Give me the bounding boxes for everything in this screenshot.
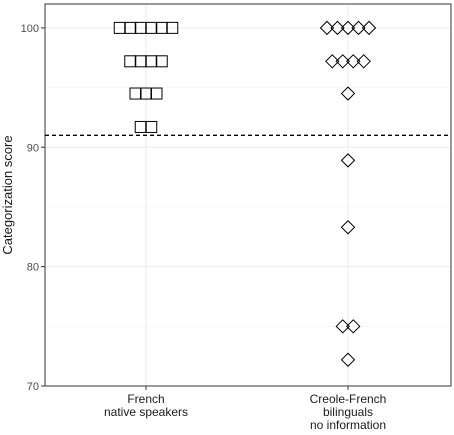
grid-lines: [45, 4, 451, 387]
square-point: [145, 55, 158, 68]
y-axis: 70 80 90 100: [21, 23, 45, 393]
diamond-point: [340, 220, 356, 235]
plot-panel-border: [44, 3, 452, 387]
y-tick-label: 90: [27, 142, 39, 154]
square-point: [145, 120, 158, 133]
diamond-point: [346, 54, 361, 69]
diamond-point: [340, 86, 356, 101]
diamond-point: [340, 153, 356, 168]
x-category-label-line: bilinguals: [323, 405, 373, 419]
diamond-point: [340, 20, 356, 36]
diamond-point: [335, 319, 350, 334]
square-point: [129, 87, 142, 100]
y-tick-label: 70: [27, 381, 39, 393]
y-tick-label: 100: [21, 23, 39, 35]
data-points: [113, 20, 377, 367]
diamond-point: [335, 54, 350, 69]
x-axis: French native speakers Creole-French biling…: [104, 386, 386, 432]
x-category-label: Creole-French bilinguals no information: [310, 392, 387, 432]
square-point: [155, 55, 168, 68]
diamond-point: [356, 54, 371, 69]
square-point: [124, 55, 137, 68]
diamond-point: [340, 352, 356, 367]
x-category-label-line: native speakers: [104, 405, 188, 419]
x-category-label-line: French: [127, 392, 164, 406]
square-point: [134, 55, 147, 68]
y-axis-title: Categorization score: [0, 135, 15, 254]
diamond-point: [351, 20, 366, 36]
x-category-label: French native speakers: [104, 392, 188, 419]
square-point: [166, 21, 179, 34]
y-tick-label: 80: [27, 262, 39, 274]
x-category-label-line: Creole-French: [310, 392, 387, 406]
square-point: [150, 87, 163, 100]
diamond-point: [319, 20, 335, 36]
diamond-point: [325, 54, 340, 69]
square-point: [134, 120, 147, 133]
diamond-point: [346, 319, 361, 334]
diamond-point: [361, 20, 377, 36]
diamond-point: [330, 20, 345, 36]
x-category-label-line: no information: [310, 418, 386, 432]
